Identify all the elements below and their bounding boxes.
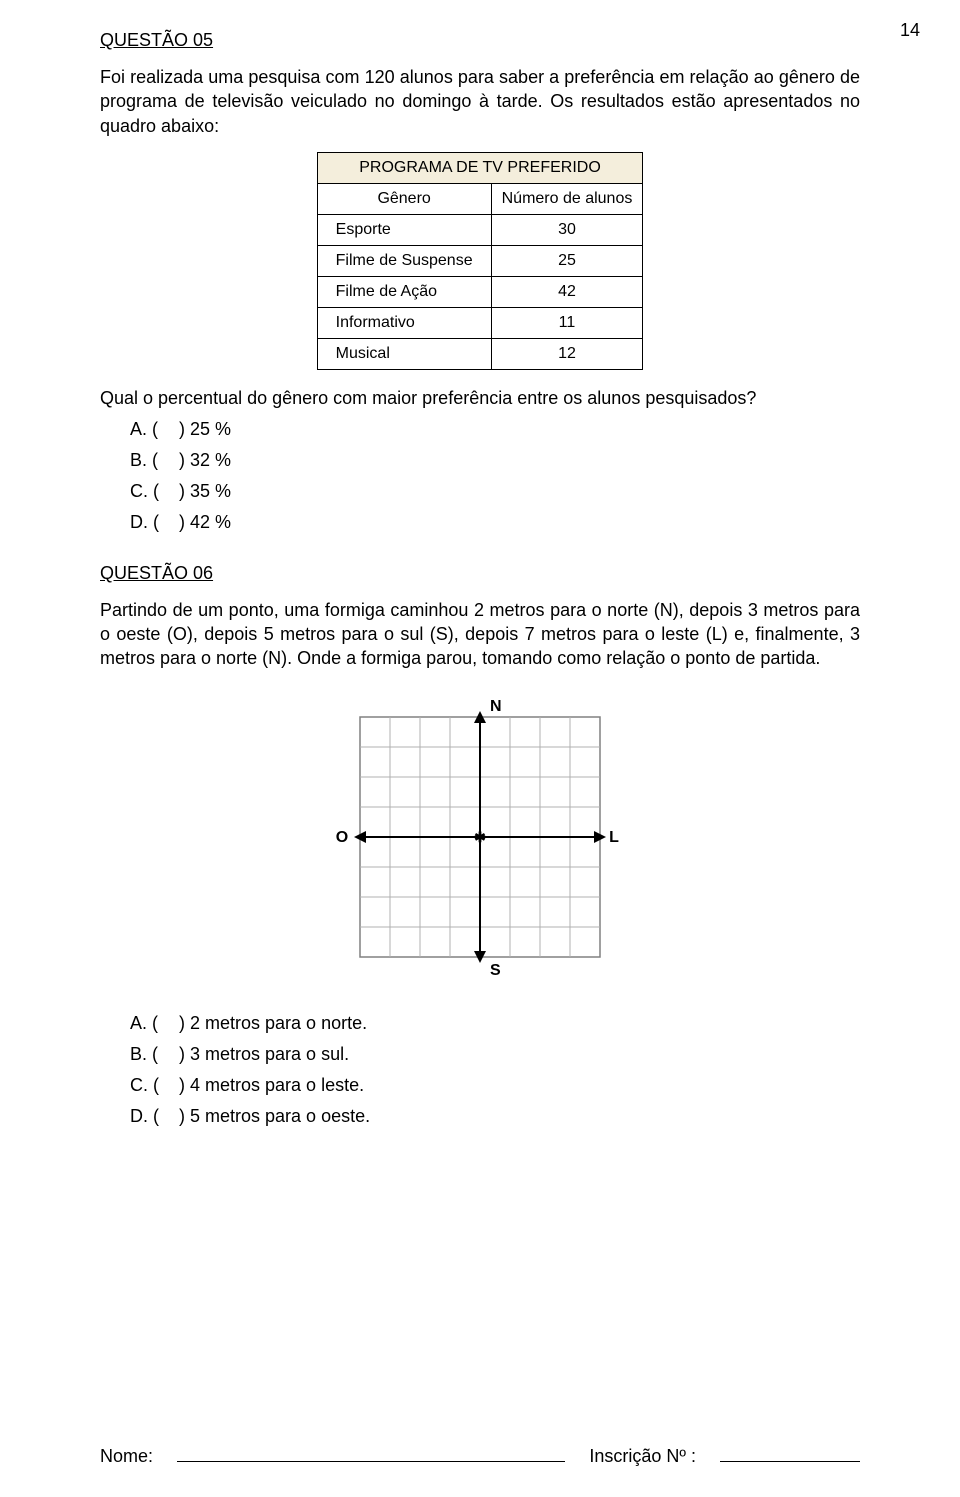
option-text: ) 35 % bbox=[179, 481, 231, 501]
q5-option-c[interactable]: C. ( ) 35 % bbox=[130, 481, 860, 502]
option-letter: B. ( bbox=[130, 1044, 174, 1065]
genre-cell: Esporte bbox=[317, 214, 491, 245]
table-row: Esporte 30 bbox=[317, 214, 643, 245]
q5-options: A. ( ) 25 % B. ( ) 32 % C. ( ) 35 % D. (… bbox=[130, 419, 860, 533]
compass-grid-svg: ✱ N S O L bbox=[334, 691, 626, 983]
option-letter: D. ( bbox=[130, 512, 174, 533]
option-letter: A. ( bbox=[130, 1013, 174, 1034]
svg-text:O: O bbox=[336, 829, 348, 846]
option-letter: C. ( bbox=[130, 1075, 174, 1096]
genre-cell: Informativo bbox=[317, 307, 491, 338]
svg-text:L: L bbox=[609, 829, 619, 846]
table-row: Informativo 11 bbox=[317, 307, 643, 338]
col-count-header: Número de alunos bbox=[491, 183, 643, 214]
q6-title: QUESTÃO 06 bbox=[100, 563, 860, 584]
genre-cell: Musical bbox=[317, 338, 491, 369]
inscription-fill-line[interactable] bbox=[720, 1444, 860, 1462]
option-text: ) 4 metros para o leste. bbox=[179, 1075, 364, 1095]
count-cell: 12 bbox=[491, 338, 643, 369]
table-row: Filme de Ação 42 bbox=[317, 276, 643, 307]
count-cell: 25 bbox=[491, 245, 643, 276]
option-letter: A. ( bbox=[130, 419, 174, 440]
page-number: 14 bbox=[900, 20, 920, 41]
svg-text:S: S bbox=[490, 962, 501, 979]
table-row: Musical 12 bbox=[317, 338, 643, 369]
footer: Nome: Inscrição Nº : bbox=[100, 1444, 860, 1467]
count-cell: 42 bbox=[491, 276, 643, 307]
table-title: PROGRAMA DE TV PREFERIDO bbox=[317, 152, 643, 183]
q6-option-a[interactable]: A. ( ) 2 metros para o norte. bbox=[130, 1013, 860, 1034]
option-text: ) 2 metros para o norte. bbox=[179, 1013, 367, 1033]
tv-preference-table: PROGRAMA DE TV PREFERIDO Gênero Número d… bbox=[317, 152, 644, 370]
col-genre-header: Gênero bbox=[317, 183, 491, 214]
name-label: Nome: bbox=[100, 1446, 153, 1467]
table-row: Filme de Suspense 25 bbox=[317, 245, 643, 276]
inscription-label: Inscrição Nº : bbox=[589, 1446, 696, 1467]
q5-option-a[interactable]: A. ( ) 25 % bbox=[130, 419, 860, 440]
option-letter: B. ( bbox=[130, 450, 174, 471]
option-text: ) 25 % bbox=[179, 419, 231, 439]
count-cell: 11 bbox=[491, 307, 643, 338]
genre-cell: Filme de Suspense bbox=[317, 245, 491, 276]
option-text: ) 5 metros para o oeste. bbox=[179, 1106, 370, 1126]
option-text: ) 3 metros para o sul. bbox=[179, 1044, 349, 1064]
svg-text:N: N bbox=[490, 698, 502, 715]
option-text: ) 32 % bbox=[179, 450, 231, 470]
option-letter: C. ( bbox=[130, 481, 174, 502]
q5-intro: Foi realizada uma pesquisa com 120 aluno… bbox=[100, 65, 860, 138]
q5-option-d[interactable]: D. ( ) 42 % bbox=[130, 512, 860, 533]
compass-grid-wrap: ✱ N S O L bbox=[100, 691, 860, 983]
name-fill-line[interactable] bbox=[177, 1444, 565, 1462]
q6-option-c[interactable]: C. ( ) 4 metros para o leste. bbox=[130, 1075, 860, 1096]
q6-option-b[interactable]: B. ( ) 3 metros para o sul. bbox=[130, 1044, 860, 1065]
q5-subquestion: Qual o percentual do gênero com maior pr… bbox=[100, 388, 860, 409]
q5-title: QUESTÃO 05 bbox=[100, 30, 860, 51]
option-letter: D. ( bbox=[130, 1106, 174, 1127]
option-text: ) 42 % bbox=[179, 512, 231, 532]
genre-cell: Filme de Ação bbox=[317, 276, 491, 307]
q6-option-d[interactable]: D. ( ) 5 metros para o oeste. bbox=[130, 1106, 860, 1127]
q5-option-b[interactable]: B. ( ) 32 % bbox=[130, 450, 860, 471]
q6-intro: Partindo de um ponto, uma formiga caminh… bbox=[100, 598, 860, 671]
count-cell: 30 bbox=[491, 214, 643, 245]
svg-text:✱: ✱ bbox=[474, 829, 486, 845]
q6-options: A. ( ) 2 metros para o norte. B. ( ) 3 m… bbox=[130, 1013, 860, 1127]
